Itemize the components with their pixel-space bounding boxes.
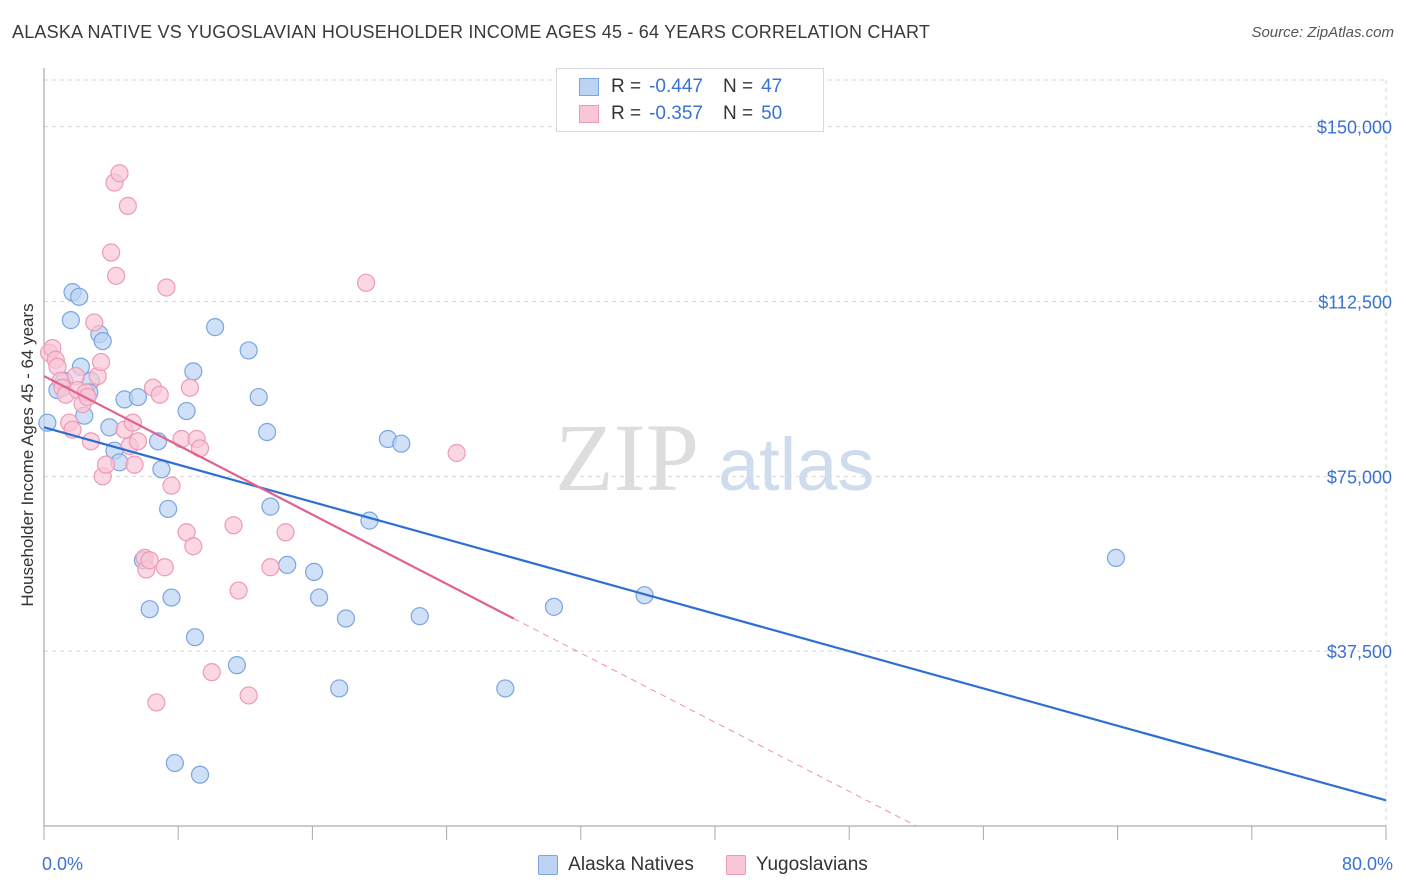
point-yugoslavians (162, 476, 181, 495)
point-alaska-natives (152, 460, 171, 479)
point-alaska-natives (165, 753, 184, 773)
point-alaska-natives (159, 499, 178, 519)
point-yugoslavians (96, 455, 116, 474)
point-alaska-natives (185, 628, 205, 647)
point-yugoslavians (224, 516, 243, 535)
point-alaska-natives (227, 656, 247, 675)
watermark-zip: ZIP (555, 404, 699, 511)
point-yugoslavians (91, 352, 111, 372)
point-alaska-natives (330, 679, 349, 698)
points-layer (38, 164, 1126, 784)
point-alaska-natives (128, 387, 148, 407)
x-tick-label-max: 80.0% (1342, 854, 1393, 874)
point-yugoslavians (140, 551, 159, 570)
y-tick-label: $37,500 (1327, 642, 1392, 662)
legend: Alaska Natives Yugoslavians (0, 852, 1406, 878)
point-yugoslavians (128, 432, 148, 451)
point-yugoslavians (180, 378, 200, 397)
r-value: -0.357 (649, 103, 703, 124)
point-alaska-natives (392, 434, 411, 453)
n-label: N = (722, 103, 754, 124)
point-yugoslavians (150, 385, 169, 404)
watermark: ZIP atlas (555, 404, 874, 511)
n-label: N = (722, 76, 754, 97)
point-alaska-natives (70, 287, 89, 306)
x-tick-label-min: 0.0% (42, 854, 83, 874)
legend-item-yugoslavians: Yugoslavians (725, 854, 868, 876)
point-yugoslavians (202, 663, 221, 682)
point-alaska-natives (162, 588, 181, 607)
point-alaska-natives (61, 311, 80, 330)
point-alaska-natives (93, 332, 112, 351)
point-yugoslavians (107, 266, 126, 285)
point-yugoslavians (78, 387, 97, 407)
y-tick-label: $75,000 (1327, 467, 1392, 487)
point-yugoslavians (147, 693, 166, 712)
point-yugoslavians (110, 164, 129, 183)
trend-layer (43, 375, 1387, 827)
swatch-yugoslavians (579, 105, 599, 123)
point-alaska-natives (1106, 548, 1126, 568)
point-alaska-natives (206, 318, 225, 337)
point-alaska-natives (304, 562, 324, 581)
point-alaska-natives (261, 497, 280, 516)
r-value: -0.447 (649, 76, 703, 97)
n-value: 50 (761, 103, 783, 124)
trend-line-alaska-natives (43, 426, 1387, 802)
trend-extension-yugoslavians (513, 618, 917, 827)
point-alaska-natives (310, 588, 329, 607)
r-label: R = (611, 76, 642, 97)
point-alaska-natives (190, 765, 210, 784)
axis-layer: $37,500 $75,000 $112,500 $150,000 0.0% 80.0% (42, 68, 1393, 874)
point-yugoslavians (261, 558, 280, 577)
point-alaska-natives (410, 607, 429, 626)
source-label: Source: ZipAtlas.com (1251, 24, 1394, 41)
point-alaska-natives (544, 597, 564, 616)
stats-row-alaska-natives: R = -0.447 N = 47 (579, 74, 782, 100)
grid-layer (44, 79, 1387, 826)
point-alaska-natives (140, 600, 159, 619)
point-yugoslavians (276, 523, 295, 542)
point-alaska-natives (496, 679, 515, 698)
stats-box: R = -0.447 N = 47 R = -0.357 N = 50 (556, 68, 824, 132)
point-alaska-natives (100, 418, 119, 437)
point-alaska-natives (239, 341, 258, 360)
point-yugoslavians (229, 581, 248, 600)
point-yugoslavians (184, 537, 203, 556)
legend-item-alaska-natives: Alaska Natives (538, 854, 694, 876)
point-yugoslavians (239, 686, 258, 705)
point-alaska-natives (336, 609, 356, 628)
y-tick-label: $112,500 (1318, 292, 1392, 312)
point-alaska-natives (177, 401, 196, 421)
point-alaska-natives (360, 511, 379, 530)
swatch-alaska-natives (579, 78, 599, 96)
watermark-atlas: atlas (718, 423, 874, 506)
point-alaska-natives (38, 413, 57, 432)
stats-row-yugoslavians: R = -0.357 N = 50 (579, 101, 782, 127)
point-alaska-natives (249, 387, 268, 407)
trend-line-yugoslavians (43, 375, 515, 620)
point-yugoslavians (356, 273, 376, 292)
legend-label: Yugoslavians (755, 854, 868, 875)
point-alaska-natives (278, 555, 297, 575)
r-label: R = (611, 103, 642, 124)
legend-swatch-yugoslavians (725, 855, 746, 875)
point-yugoslavians (118, 196, 137, 215)
point-yugoslavians (447, 443, 466, 463)
y-tick-label: $150,000 (1317, 118, 1392, 138)
legend-swatch-alaska-natives (538, 855, 559, 875)
point-alaska-natives (184, 362, 203, 381)
n-value: 47 (761, 76, 783, 97)
point-yugoslavians (157, 278, 176, 297)
legend-label: Alaska Natives (568, 854, 694, 875)
point-yugoslavians (85, 313, 104, 332)
point-yugoslavians (155, 558, 174, 577)
point-alaska-natives (258, 422, 277, 442)
point-yugoslavians (101, 243, 121, 262)
point-yugoslavians (125, 455, 144, 474)
y-axis-label: Householder Income Ages 45 - 64 years (18, 303, 37, 606)
chart-title: ALASKA NATIVE VS YUGOSLAVIAN HOUSEHOLDER… (12, 22, 931, 42)
